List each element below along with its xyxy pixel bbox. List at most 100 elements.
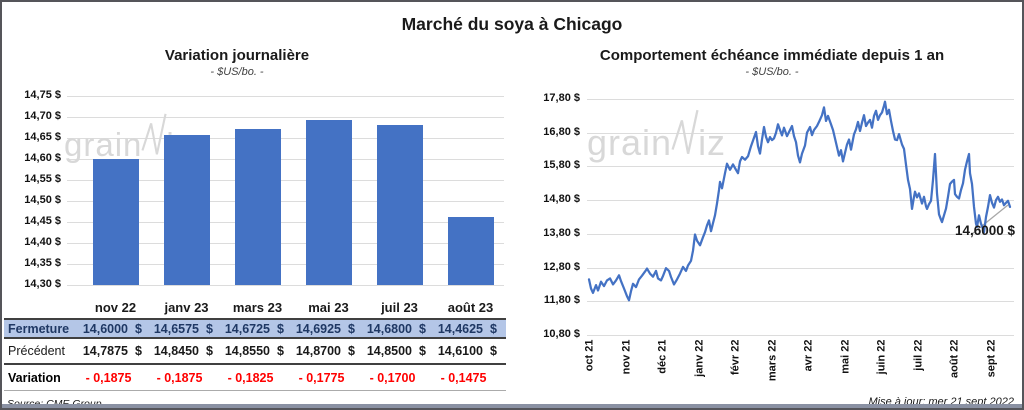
line-ytick-label: 14,80 $	[543, 193, 580, 205]
bar-ytick-label: 14,60 $	[24, 152, 61, 164]
table-col-header: janv 23	[164, 300, 209, 315]
table-row-label: Fermeture	[4, 318, 80, 339]
table-cell: 14,8500 $	[364, 339, 435, 365]
watermark-text-grain: grain	[64, 126, 143, 163]
table-cell: 14,4625 $	[435, 318, 506, 339]
table-cell: - 0,1700	[364, 365, 435, 391]
bar-ytick-label: 14,75 $	[24, 89, 61, 101]
quotes-table: nov 22 janv 23 mars 23 mai 23 juil 23 août 23…	[4, 296, 506, 391]
line-ytick-label: 10,80 $	[543, 328, 580, 340]
bar-gridline	[67, 264, 504, 265]
line-gridline	[587, 166, 1014, 167]
watermark-text-iz: iz	[698, 122, 727, 163]
line-xtick-label: févr 22	[729, 339, 742, 375]
page-title: Marché du soya à Chicago	[401, 14, 623, 34]
table-cell: 14,8550 $	[222, 339, 293, 365]
table-cell-value: 14,6800	[366, 321, 412, 336]
table-cell: 14,7875 $	[80, 339, 151, 365]
line-xtick-label: août 22	[948, 339, 961, 379]
currency-sign: $	[135, 344, 142, 358]
table-cell-value: 14,8500	[366, 344, 412, 358]
bar-ytick-label: 14,65 $	[24, 131, 61, 143]
bar-gridline	[67, 201, 504, 202]
currency-sign: $	[419, 321, 426, 336]
bar-chart-title: Variation journalière	[164, 47, 310, 64]
table-cell-value: - 0,1875	[156, 370, 203, 385]
table-cell: 14,6925 $	[293, 318, 364, 339]
table-cell-value: - 0,1775	[298, 370, 345, 385]
bar-ytick-label: 14,70 $	[24, 110, 61, 122]
line-xtick-label: mai 22	[839, 339, 852, 374]
bar	[234, 129, 281, 285]
table-cell-value: 14,6925	[295, 321, 341, 336]
bar-gridline	[67, 285, 504, 286]
line-xtick-label: janv 22	[693, 339, 706, 377]
bar	[447, 217, 494, 285]
last-value-annotation: 14,6000 $	[954, 223, 1015, 238]
line-xtick-label: juin 22	[875, 339, 888, 375]
bar-gridline	[67, 243, 504, 244]
currency-sign: $	[490, 344, 497, 358]
line-ytick-label: 16,80 $	[543, 126, 580, 138]
bar	[163, 135, 210, 285]
bar-ytick-label: 14,30 $	[24, 278, 61, 290]
bar-gridline	[67, 222, 504, 223]
table-cell: 14,6800 $	[364, 318, 435, 339]
watermark-zigzag-icon	[141, 113, 167, 155]
table-cell-value: 14,7875	[82, 344, 128, 358]
bar-chart-subtitle: - $US/bo. -	[210, 66, 264, 78]
watermark-zigzag-icon	[671, 109, 699, 154]
table-cell: 14,6575 $	[151, 318, 222, 339]
table-cell-value: - 0,1475	[440, 370, 487, 385]
line-xtick-label: déc 21	[656, 339, 669, 374]
line-ytick-label: 12,80 $	[543, 261, 580, 273]
line-xtick-label: mars 22	[766, 339, 779, 382]
table-cell-value: 14,6575	[153, 321, 199, 336]
currency-sign: $	[277, 321, 284, 336]
table-row-label: Variation	[4, 365, 80, 391]
table-cell-value: 14,6100	[437, 344, 483, 358]
table-cell-value: 14,8550	[224, 344, 270, 358]
line-ytick-label: 15,80 $	[543, 159, 580, 171]
line-xtick-label: sept 22	[985, 339, 998, 378]
table-row-label: Précédent	[4, 339, 80, 365]
table-col-header: mai 23	[308, 300, 349, 315]
line-gridline	[587, 301, 1014, 302]
table-cell: 14,6100 $	[435, 339, 506, 365]
table-cell: 14,8700 $	[293, 339, 364, 365]
table-col-header: mars 23	[232, 300, 283, 315]
bar	[305, 120, 352, 285]
table-cell-value: 14,8700	[295, 344, 341, 358]
line-gridline	[587, 99, 1014, 100]
currency-sign: $	[419, 344, 426, 358]
table-cell-value: 14,8450	[153, 344, 199, 358]
line-xtick-label: nov 21	[620, 339, 633, 375]
currency-sign: $	[348, 344, 355, 358]
currency-sign: $	[206, 321, 213, 336]
currency-sign: $	[277, 344, 284, 358]
table-cell-value: - 0,1700	[369, 370, 416, 385]
currency-sign: $	[348, 321, 355, 336]
bar-ytick-label: 14,40 $	[24, 236, 61, 248]
table-cell: - 0,1825	[222, 365, 293, 391]
bar-gridline	[67, 138, 504, 139]
line-chart-title: Comportement échéance immédiate depuis 1…	[599, 47, 945, 64]
table-col-header: juil 23	[381, 300, 418, 315]
line-gridline	[587, 200, 1014, 201]
updated-note: Mise à jour: mer 21 sept 2022	[868, 396, 1014, 408]
bar-gridline	[67, 117, 504, 118]
bar-ytick-label: 14,45 $	[24, 215, 61, 227]
line-gridline	[587, 268, 1014, 269]
table-cell-value: 14,6725	[224, 321, 270, 336]
table-cell: - 0,1875	[80, 365, 151, 391]
table-col-header: nov 22	[94, 300, 137, 315]
watermark-text-grain: grain	[587, 122, 673, 163]
bar-ytick-label: 14,35 $	[24, 257, 61, 269]
line-xtick-label: oct 21	[583, 339, 596, 372]
line-xtick-label: avr 22	[802, 339, 815, 372]
table-col-header: août 23	[447, 300, 494, 315]
table-corner-cell	[4, 296, 80, 318]
source-note: Source: CME Group	[7, 398, 102, 410]
